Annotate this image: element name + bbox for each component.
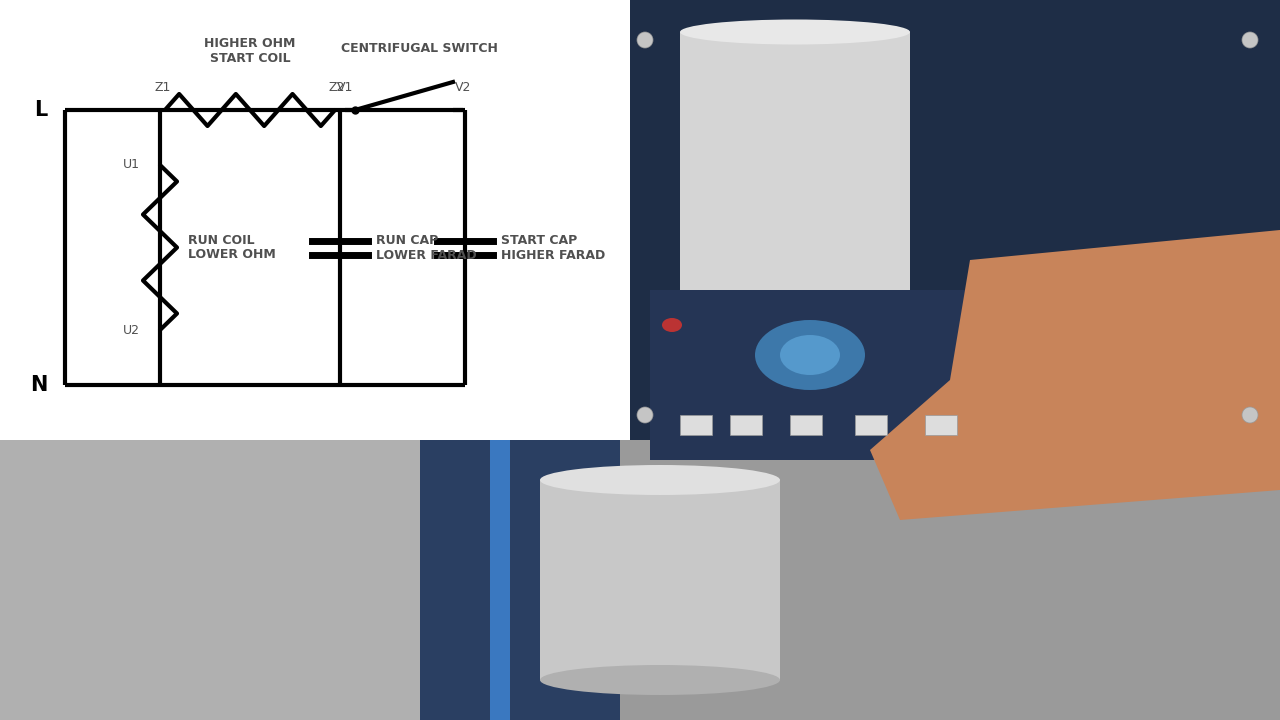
Ellipse shape — [780, 335, 840, 375]
Ellipse shape — [637, 32, 653, 48]
Text: N: N — [29, 375, 47, 395]
Ellipse shape — [755, 320, 865, 390]
Text: L: L — [33, 100, 47, 120]
Ellipse shape — [680, 320, 910, 344]
Text: U1: U1 — [123, 158, 140, 171]
Text: U2: U2 — [123, 323, 140, 336]
Bar — [0, 440, 430, 720]
Polygon shape — [870, 230, 1280, 520]
Text: V1: V1 — [337, 81, 353, 94]
Bar — [0, 0, 650, 450]
Ellipse shape — [680, 19, 910, 45]
Bar — [420, 440, 620, 720]
Text: RUN COIL
LOWER OHM: RUN COIL LOWER OHM — [188, 233, 275, 261]
Text: START CAP
HIGHER FARAD: START CAP HIGHER FARAD — [500, 234, 605, 262]
Bar — [490, 430, 509, 720]
Ellipse shape — [1242, 407, 1258, 423]
Ellipse shape — [540, 465, 780, 495]
Bar — [540, 480, 780, 680]
Text: Z2: Z2 — [329, 81, 346, 94]
Ellipse shape — [1242, 32, 1258, 48]
Bar — [620, 0, 1280, 450]
Ellipse shape — [540, 665, 780, 695]
Bar — [0, 440, 1280, 720]
Bar — [855, 415, 887, 435]
Bar — [680, 415, 712, 435]
Bar — [790, 415, 822, 435]
Text: CENTRIFUGAL SWITCH: CENTRIFUGAL SWITCH — [340, 42, 498, 55]
Bar — [730, 415, 762, 435]
Bar — [680, 32, 910, 332]
Bar — [925, 415, 957, 435]
Text: HIGHER OHM
START COIL: HIGHER OHM START COIL — [205, 37, 296, 65]
Ellipse shape — [662, 318, 682, 332]
Text: RUN CAP
LOWER FARAD: RUN CAP LOWER FARAD — [376, 234, 476, 262]
Bar — [650, 290, 1030, 460]
Ellipse shape — [637, 407, 653, 423]
Text: V2: V2 — [454, 81, 471, 94]
Text: Z1: Z1 — [155, 81, 172, 94]
Bar — [0, 0, 630, 440]
